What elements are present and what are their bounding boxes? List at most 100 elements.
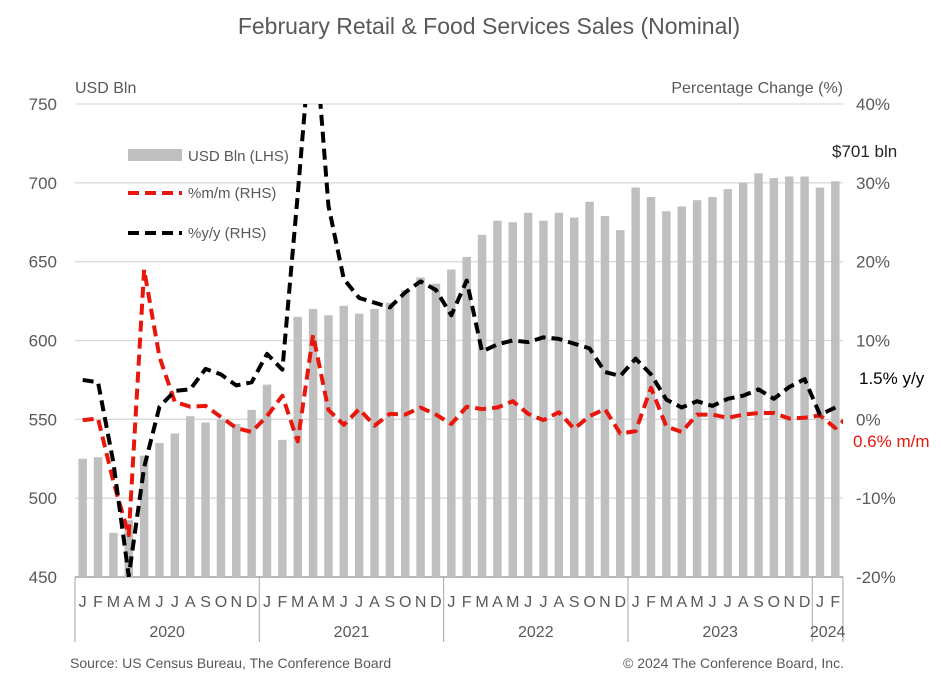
bar-usd-bln bbox=[631, 187, 640, 577]
month-tick-label: O bbox=[768, 594, 780, 611]
right-tick-label: 30% bbox=[856, 174, 890, 193]
bar-usd-bln bbox=[170, 433, 180, 577]
legend-yy-label: %y/y (RHS) bbox=[188, 225, 266, 242]
bar-usd-bln bbox=[754, 173, 763, 577]
legend-bars-swatch bbox=[128, 149, 182, 161]
month-tick-label: M bbox=[291, 594, 304, 611]
bar-usd-bln bbox=[523, 212, 533, 578]
bar-usd-bln bbox=[78, 458, 87, 577]
month-tick-label: J bbox=[155, 594, 163, 611]
month-tick-label: A bbox=[676, 594, 687, 611]
month-tick-label: J bbox=[340, 594, 348, 611]
bar-usd-bln bbox=[708, 197, 717, 578]
month-tick-label: O bbox=[215, 594, 227, 611]
footer-source: Source: US Census Bureau, The Conference… bbox=[70, 655, 391, 671]
bar-usd-bln bbox=[493, 220, 502, 577]
bar-usd-bln bbox=[324, 315, 333, 577]
left-tick-labels: 750 700 650 600 550 500 450 bbox=[29, 95, 57, 587]
month-tick-label: N bbox=[783, 594, 795, 611]
month-tick-label: N bbox=[230, 594, 242, 611]
bar-usd-bln bbox=[539, 220, 548, 577]
left-tick-label: 500 bbox=[29, 489, 57, 508]
month-tick-label: S bbox=[753, 594, 764, 611]
left-axis-label: USD Bln bbox=[75, 80, 136, 97]
right-tick-label: -20% bbox=[856, 568, 896, 587]
line-series bbox=[82, 104, 843, 577]
month-tick-label: F bbox=[646, 594, 656, 611]
year-label: 2022 bbox=[518, 624, 554, 641]
month-tick-label: A bbox=[308, 594, 319, 611]
line-mm bbox=[82, 267, 843, 538]
legend: USD Bln (LHS) %m/m (RHS) %y/y (RHS) bbox=[128, 148, 289, 242]
year-label: 2021 bbox=[334, 624, 370, 641]
month-tick-label: J bbox=[632, 594, 640, 611]
month-tick-label: J bbox=[524, 594, 532, 611]
bar-usd-bln bbox=[585, 201, 594, 577]
month-tick-label: J bbox=[816, 594, 824, 611]
bar-usd-bln bbox=[201, 422, 210, 577]
footer-copyright: © 2024 The Conference Board, Inc. bbox=[623, 655, 844, 671]
bar-usd-bln bbox=[616, 230, 625, 577]
month-tick-label: F bbox=[93, 594, 103, 611]
month-tick-label: J bbox=[79, 594, 87, 611]
bar-usd-bln bbox=[462, 256, 471, 577]
bar-usd-bln bbox=[185, 416, 195, 577]
bar-usd-bln bbox=[293, 316, 302, 577]
month-tick-label: M bbox=[107, 594, 120, 611]
bar-usd-bln bbox=[109, 532, 118, 577]
bar-usd-bln bbox=[785, 176, 794, 577]
bar-usd-bln bbox=[339, 305, 349, 577]
bar-usd-bln bbox=[124, 520, 133, 577]
bar-usd-bln bbox=[662, 211, 671, 578]
legend-bars-label: USD Bln (LHS) bbox=[188, 148, 289, 165]
month-tick-label: J bbox=[708, 594, 716, 611]
month-tick-label: S bbox=[200, 594, 211, 611]
bar-usd-bln bbox=[769, 178, 779, 577]
bar-usd-bln bbox=[477, 234, 487, 577]
bar-usd-bln bbox=[308, 308, 318, 577]
month-tick-label: A bbox=[123, 594, 134, 611]
bar-usd-bln bbox=[354, 313, 364, 577]
month-tick-label: M bbox=[475, 594, 488, 611]
year-label: 2023 bbox=[702, 624, 738, 641]
year-label: 2020 bbox=[149, 624, 185, 641]
month-tick-label: F bbox=[830, 594, 840, 611]
left-tick-label: 700 bbox=[29, 174, 57, 193]
bar-usd-bln bbox=[677, 206, 686, 577]
month-tick-label: N bbox=[415, 594, 427, 611]
legend-mm-label: %m/m (RHS) bbox=[188, 185, 276, 202]
month-tick-label: J bbox=[539, 594, 547, 611]
bar-usd-bln bbox=[385, 302, 395, 577]
annotation-bars-last: $701 bln bbox=[832, 142, 897, 161]
right-tick-labels: 40% 30% 20% 10% 0% -10% -20% bbox=[856, 95, 896, 587]
month-tick-label: N bbox=[599, 594, 611, 611]
left-tick-label: 550 bbox=[29, 410, 57, 429]
month-tick-label: O bbox=[399, 594, 411, 611]
left-tick-label: 750 bbox=[29, 95, 57, 114]
month-tick-label: J bbox=[447, 594, 455, 611]
right-tick-label: 10% bbox=[856, 332, 890, 351]
month-tick-label: A bbox=[369, 594, 380, 611]
bar-usd-bln bbox=[232, 424, 241, 577]
month-tick-label: F bbox=[462, 594, 472, 611]
bar-usd-bln bbox=[692, 200, 702, 577]
bar-usd-bln bbox=[569, 217, 579, 577]
chart-title: February Retail & Food Services Sales (N… bbox=[238, 13, 740, 39]
month-tick-label: D bbox=[614, 594, 626, 611]
month-tick-label: S bbox=[385, 594, 396, 611]
month-tick-label: A bbox=[492, 594, 503, 611]
month-tick-label: M bbox=[322, 594, 335, 611]
right-tick-label: 0% bbox=[856, 410, 881, 429]
bar-usd-bln bbox=[831, 181, 840, 578]
month-tick-label: M bbox=[660, 594, 673, 611]
annotation-mm-last: 0.6% m/m bbox=[853, 432, 930, 451]
bar-usd-bln bbox=[738, 182, 748, 578]
month-tick-label: D bbox=[799, 594, 811, 611]
bar-usd-bln bbox=[431, 283, 441, 577]
bar-usd-bln bbox=[216, 419, 226, 577]
month-tick-label: M bbox=[690, 594, 703, 611]
year-label: 2024 bbox=[810, 624, 846, 641]
bar-usd-bln bbox=[155, 442, 164, 577]
